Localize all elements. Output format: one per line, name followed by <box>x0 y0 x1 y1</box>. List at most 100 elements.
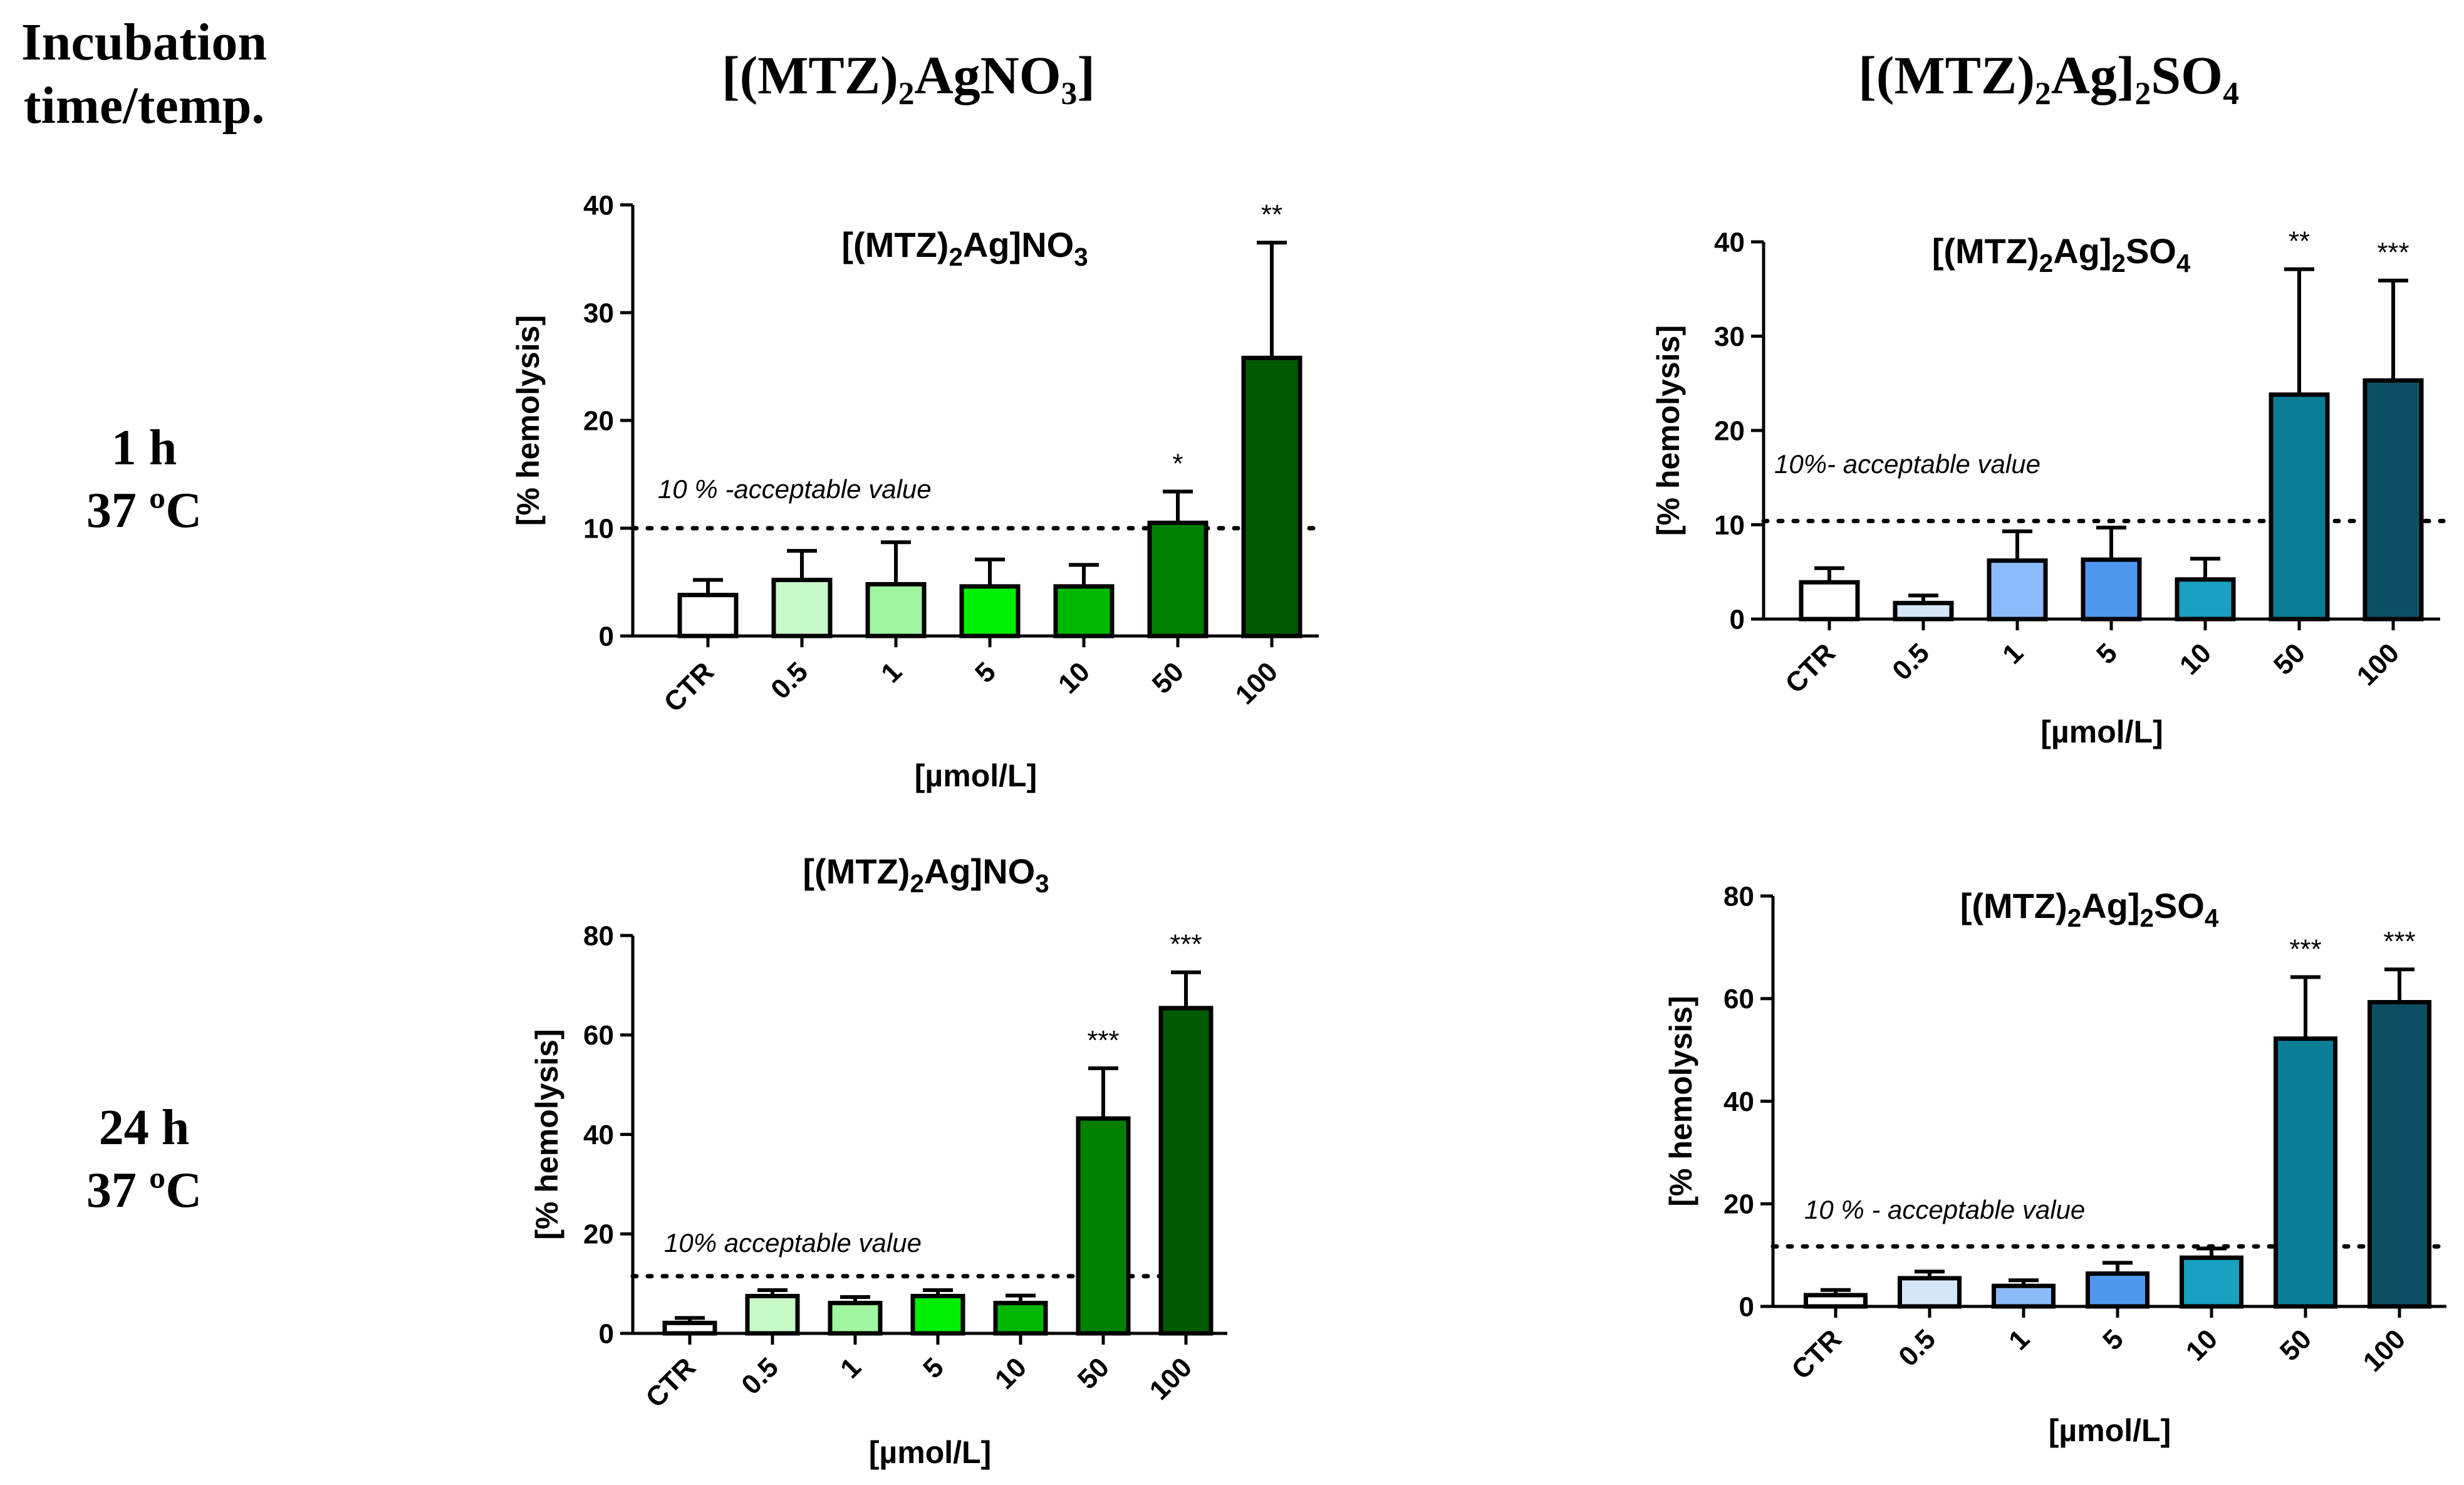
x-tick-label: 50 <box>2268 637 2311 680</box>
bar <box>745 1293 800 1336</box>
threshold-label: 10% acceptable value <box>664 1228 922 1258</box>
y-tick-label: 60 <box>583 1020 614 1051</box>
bar <box>2269 392 2330 622</box>
significance-label: *** <box>1170 929 1202 960</box>
significance-label: *** <box>2377 237 2409 268</box>
y-tick-label: 20 <box>583 405 614 436</box>
bar <box>2180 1255 2243 1309</box>
bar <box>865 581 927 638</box>
x-tick-label: 10 <box>1053 656 1096 699</box>
x-tick-label: 10 <box>2174 637 2217 680</box>
x-tick-label: 100 <box>1230 656 1284 711</box>
significance-label: *** <box>2289 934 2321 964</box>
incubation-line1: Incubation <box>21 13 268 71</box>
y-tick-label: 40 <box>583 190 614 221</box>
significance-label: ** <box>1261 199 1282 230</box>
significance-label: ** <box>2289 226 2310 257</box>
x-tick-label: 0.5 <box>736 1352 784 1400</box>
bar <box>2368 999 2431 1309</box>
x-tick-label: 50 <box>1072 1352 1115 1395</box>
x-axis-label: [µmol/L] <box>2040 714 2163 749</box>
x-tick-label: 1 <box>875 656 908 689</box>
significance-label: *** <box>2383 926 2415 957</box>
bar <box>2363 378 2424 622</box>
x-tick-label: 50 <box>2274 1323 2317 1367</box>
bar <box>1804 1293 1868 1309</box>
y-axis-label: [% hemolysis] <box>1663 996 1698 1206</box>
x-tick-label: 10 <box>989 1352 1032 1395</box>
bar <box>2274 1036 2337 1309</box>
bar <box>1799 580 1860 622</box>
row-label-24h: 24 h 37 ºC <box>13 1097 276 1222</box>
x-tick-label: 100 <box>2357 1323 2412 1378</box>
row-temp: 37 ºC <box>86 1163 202 1218</box>
bar <box>993 1301 1048 1336</box>
y-tick-label: 0 <box>1730 604 1745 635</box>
y-tick-label: 0 <box>1739 1291 1754 1322</box>
bar <box>1241 355 1302 638</box>
bar <box>828 1301 883 1336</box>
column-title-nitrate: [(MTZ)₂AgNO₃] <box>721 45 1096 105</box>
y-tick-label: 0 <box>599 1318 614 1349</box>
x-tick-label: 10 <box>2180 1323 2223 1367</box>
x-tick-label: CTR <box>640 1352 702 1414</box>
y-axis-label: [% hemolysis] <box>529 1029 564 1239</box>
chart-title: [(MTZ)2Ag]NO3 <box>803 852 1049 898</box>
x-tick-label: CTR <box>658 656 720 718</box>
bar <box>2086 1271 2150 1309</box>
x-axis-label: [µmol/L] <box>2049 1413 2171 1448</box>
row-temp: 37 ºC <box>86 483 202 538</box>
threshold-label: 10 % -acceptable value <box>658 474 932 504</box>
bar <box>1893 600 1954 622</box>
y-tick-label: 40 <box>1714 227 1745 258</box>
y-tick-label: 80 <box>583 920 614 951</box>
bar <box>959 584 1021 638</box>
bar <box>1987 558 2048 622</box>
x-tick-label: 50 <box>1146 656 1190 699</box>
x-tick-label: 5 <box>2097 1323 2129 1356</box>
bar <box>1053 584 1115 638</box>
y-tick-label: 40 <box>583 1120 614 1150</box>
y-axis-label: [% hemolysis] <box>511 315 546 526</box>
row-label-1h: 1 h 37 ºC <box>13 417 276 542</box>
y-tick-label: 0 <box>599 621 614 652</box>
column-title-sulfate: [(MTZ)₂Ag]₂SO₄ <box>1858 45 2239 105</box>
x-tick-label: CTR <box>1779 637 1841 699</box>
chart-title: [(MTZ)2Ag]2SO4 <box>1932 231 2191 278</box>
y-tick-label: 10 <box>583 513 614 544</box>
x-tick-label: 5 <box>969 656 1002 689</box>
threshold-label: 10%- acceptable value <box>1774 449 2040 479</box>
y-tick-label: 20 <box>1714 415 1745 446</box>
x-tick-label: 0.5 <box>1893 1323 1942 1372</box>
row-time: 1 h <box>111 420 177 476</box>
incubation-line2: time/temp. <box>23 76 265 135</box>
incubation-header: Incubation time/temp. <box>13 11 276 138</box>
y-tick-label: 60 <box>1723 984 1754 1014</box>
row-time: 24 h <box>98 1100 190 1155</box>
y-tick-label: 80 <box>1723 881 1754 912</box>
x-axis-label: [µmol/L] <box>869 1435 991 1470</box>
y-tick-label: 30 <box>583 298 614 328</box>
threshold-label: 10 % - acceptable value <box>1804 1195 2085 1224</box>
significance-label: * <box>1172 449 1183 479</box>
x-tick-label: 1 <box>834 1352 867 1384</box>
bar <box>1158 1006 1214 1336</box>
x-tick-label: 1 <box>2003 1323 2035 1356</box>
y-tick-label: 20 <box>1723 1189 1754 1220</box>
x-tick-label: CTR <box>1786 1323 1848 1385</box>
bar <box>2175 577 2236 622</box>
bar <box>771 578 833 638</box>
bar <box>2081 557 2142 622</box>
x-tick-label: 1 <box>1997 637 2029 670</box>
y-tick-label: 30 <box>1714 321 1745 352</box>
x-tick-label: 0.5 <box>765 656 814 705</box>
bar <box>662 1320 717 1336</box>
y-tick-label: 10 <box>1714 510 1745 541</box>
bar <box>1992 1283 2056 1309</box>
x-tick-label: 0.5 <box>1886 637 1935 686</box>
bar <box>1147 520 1209 638</box>
